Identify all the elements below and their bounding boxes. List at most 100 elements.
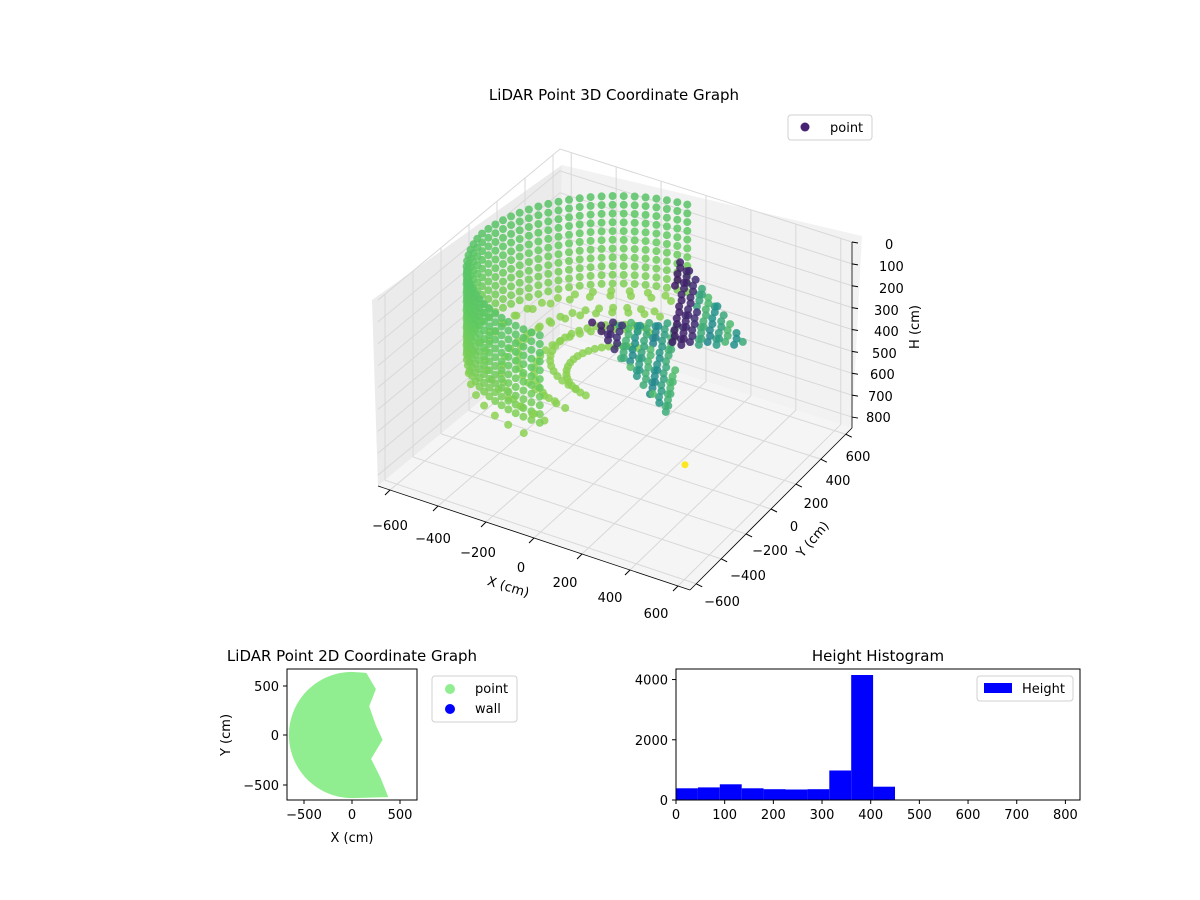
point-3d [597,236,606,245]
point-3d [649,339,658,348]
point-3d [608,227,617,236]
point-3d [561,404,570,412]
point-3d [625,287,634,296]
point-3d [662,196,671,205]
chart-2d: LiDAR Point 2D Coordinate Graph −500 0 5… [219,647,518,846]
point-3d [491,264,500,273]
point-3d [499,295,507,304]
point-3d [544,226,553,235]
point-3d [681,317,690,326]
point-3d [484,268,493,277]
point-3d [641,272,650,281]
point-3d [648,389,657,398]
point-3d [657,387,666,395]
point-3d [641,193,650,202]
point-3d [671,366,680,375]
point-3d [613,339,622,348]
point-3d [608,244,617,253]
point-3d [652,203,661,212]
point-3d [535,410,544,419]
point-3d [544,243,553,252]
x-tick-label: 300 [810,808,835,823]
point-3d [519,342,528,351]
point-3d [608,200,617,209]
point-3d [588,288,597,296]
point-3d [524,275,533,284]
point-3d [676,258,685,267]
point-3d [544,252,553,261]
point-3d [655,348,664,357]
point-3d [650,307,659,316]
y-tick-mark [770,508,778,513]
point-3d [507,291,516,300]
x-tick-label: 500 [388,808,413,823]
point-3d [637,354,646,363]
x-tick-mark [672,585,679,592]
point-3d [705,326,714,335]
x-tick-label: 600 [644,607,669,622]
point-3d [524,214,533,223]
point-3d [565,257,573,265]
point-3d [527,398,536,407]
y-tick-label: 0 [790,520,798,535]
point-3d [484,251,493,260]
point-3d [534,220,543,228]
point-3d [491,229,500,238]
point-3d [480,300,489,309]
z-tick-label: 100 [879,260,904,275]
point-3d [499,260,507,268]
point-3d [554,267,563,276]
point-3d [668,378,677,387]
chart-3d-title: LiDAR Point 3D Coordinate Graph [489,86,739,104]
point-3d [619,244,628,253]
point-3d [485,357,494,366]
point-3d [535,331,544,340]
point-3d [590,344,599,353]
point-3d [575,238,584,246]
point-3d [673,320,681,329]
point-3d [652,273,661,282]
point-3d [666,384,675,393]
point-3d [640,342,649,351]
point-3d [537,298,546,307]
point-3d [628,345,637,354]
point-3d [675,302,684,311]
point-3d [507,299,516,308]
grid-line [524,363,821,460]
grid-line [677,424,842,587]
point-3d [484,242,493,251]
point-3d [684,305,693,314]
x-tick-mark [624,569,631,576]
point-3d [485,331,494,340]
point-3d [662,257,671,266]
point-3d [679,329,688,338]
legend-histogram-box [976,675,1074,702]
point-3d [544,261,553,270]
point-3d [491,309,500,318]
point-3d [662,283,671,292]
point-3d [499,277,507,286]
point-3d [535,357,544,366]
point-3d [682,272,691,281]
point-3d [683,226,692,235]
point-3d [485,348,494,357]
point-3d [664,351,673,360]
point-3d [644,357,653,366]
y-tick-mark [720,558,728,563]
point-3d [732,329,741,337]
point-3d [478,229,487,238]
point-3d [491,379,500,388]
point-3d [534,255,543,263]
point-3d [708,314,717,323]
point-3d [626,363,635,372]
point-3d [630,210,639,218]
point-3d [554,276,563,285]
point-3d [515,270,524,278]
x-tick-label: 0 [517,561,525,576]
point-3d [554,232,563,241]
point-3d [604,336,612,345]
y-tick-label: 400 [826,474,851,489]
point-3d [652,220,661,229]
y-tick-mark [820,458,828,463]
point-3d [630,253,639,262]
